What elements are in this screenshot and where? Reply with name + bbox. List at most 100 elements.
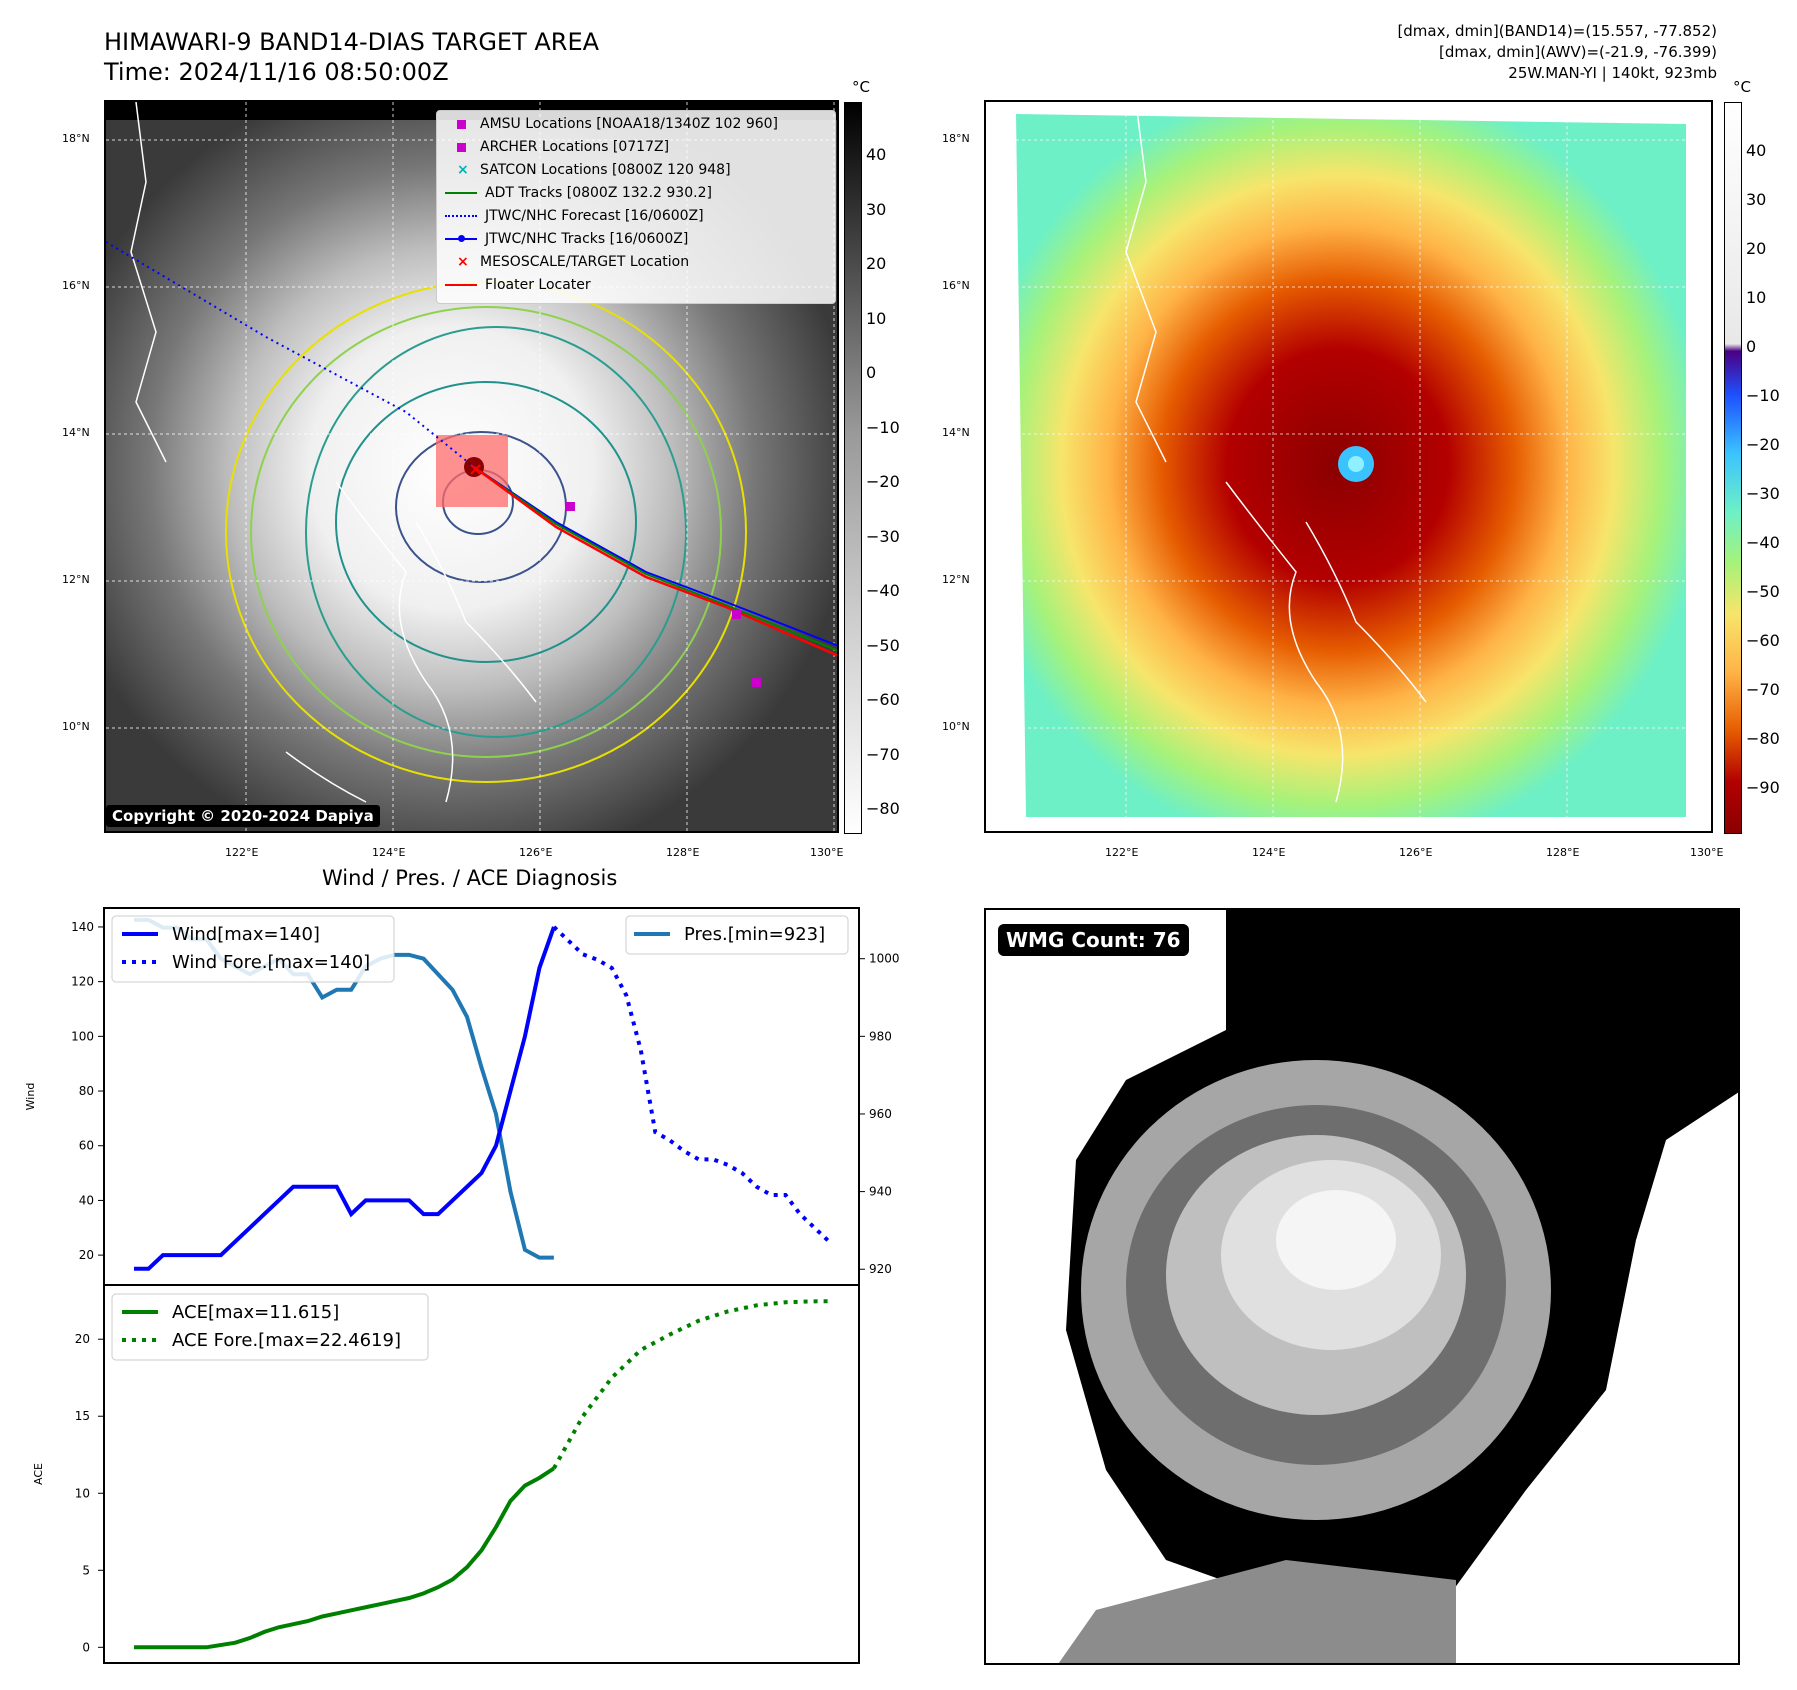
ace-axis-label: ACE	[32, 1463, 45, 1485]
colorbar-unit: °C	[1733, 78, 1751, 96]
colorbar-tick-label: 30	[866, 199, 887, 219]
ace-legend	[111, 1293, 429, 1361]
colorbar-tick-label: −60	[1746, 631, 1780, 650]
colorbar-tick-label: 0	[1746, 337, 1757, 356]
wind-tick-label: 80	[79, 1084, 94, 1098]
diagnosis-title: Wind / Pres. / ACE Diagnosis	[322, 866, 618, 890]
lat-label: 12°N	[942, 573, 970, 586]
diagnosis-chart: 20 40 60 80 100 120 140 920 940 960 980 1000 0 5 10 15 2…	[24, 907, 900, 1664]
legend-item: ADT Tracks [0800Z 132.2 930.2]	[437, 182, 712, 204]
lon-label: 128°E	[666, 846, 700, 859]
pressure-tick-label: 960	[869, 1107, 892, 1121]
colorbar-tick-label: −90	[1746, 778, 1780, 797]
map-legend: AMSU Locations [NOAA18/1340Z 102 960] AR…	[436, 110, 836, 304]
wind-axis-label: Wind	[24, 1083, 37, 1111]
colorbar-tick-label: −80	[866, 799, 900, 818]
ir-satellite-map: × Copyright © 2020-2024 Dapiya AMSU Loca…	[104, 100, 839, 833]
pressure-tick-label: 1000	[869, 952, 900, 966]
colorbar-tick-label: 20	[866, 254, 887, 273]
colorbar-tick-label: −50	[1746, 582, 1780, 601]
wind-tick-label: 60	[79, 1139, 94, 1153]
legend-item: × SATCON Locations [0800Z 120 948]	[457, 162, 731, 178]
stats-line-1: [dmax, dmin](BAND14)=(15.557, -77.852)	[1397, 22, 1717, 40]
ace-line	[134, 1466, 555, 1650]
ace-tick-label: 20	[75, 1332, 90, 1346]
ace-legend-label: ACE[max=11.615]	[172, 1302, 339, 1323]
legend-item: Floater Locater	[437, 274, 591, 296]
pressure-legend	[625, 915, 849, 955]
time-title: Time: 2024/11/16 08:50:00Z	[104, 58, 449, 86]
lon-label: 126°E	[1399, 846, 1433, 859]
colorbar-tick-label: 40	[866, 145, 887, 164]
lat-label: 16°N	[62, 279, 90, 292]
ace-tick-label: 10	[75, 1486, 90, 1500]
lon-label: 122°E	[1105, 846, 1139, 859]
lon-label: 126°E	[519, 846, 553, 859]
ace-axes-frame	[103, 1284, 860, 1664]
wind-tick-label: 120	[71, 975, 94, 989]
square-marker-icon	[457, 119, 466, 129]
wind-tick-label: 140	[71, 920, 94, 934]
wmg-panel: WMG Count: 76	[984, 908, 1740, 1665]
colorbar-tick-label: 0	[866, 363, 877, 382]
lat-label: 14°N	[942, 426, 970, 439]
colorbar-tick-label: −10	[866, 417, 900, 437]
ace-tick-label: 5	[82, 1563, 90, 1577]
ace-tick-label: 15	[75, 1409, 90, 1423]
wind-tick-label: 100	[71, 1029, 94, 1043]
wind-tick-label: 20	[79, 1248, 94, 1262]
x-marker-icon: ×	[457, 162, 469, 178]
wind-forecast-line	[552, 925, 831, 1243]
colorbar-tick-label: 30	[1746, 190, 1767, 209]
wind-line	[134, 926, 556, 1271]
colorbar-tick-label: −70	[1746, 680, 1780, 699]
wind-legend-label: Wind[max=140]	[172, 924, 320, 945]
main-title: HIMAWARI-9 BAND14-DIAS TARGET AREA	[104, 28, 600, 56]
lon-label: 122°E	[225, 846, 259, 859]
lat-label: 10°N	[62, 720, 90, 733]
lon-label: 124°E	[1252, 846, 1286, 859]
colorbar-tick-label: −20	[1746, 435, 1780, 454]
pressure-tick-label: 940	[869, 1185, 892, 1199]
stats-line-2: [dmax, dmin](AWV)=(-21.9, -76.399)	[1438, 43, 1717, 61]
color-colorbar	[1724, 102, 1742, 834]
colorbar-tick-label: 10	[866, 308, 887, 328]
colorbar-unit: °C	[852, 78, 870, 96]
lon-label: 128°E	[1546, 846, 1580, 859]
dotted-line-icon	[445, 215, 477, 217]
colorbar-tick-label: −40	[866, 581, 900, 600]
legend-item: JTWC/NHC Forecast [16/0600Z]	[437, 205, 704, 227]
colorbar-tick-label: −10	[1746, 386, 1780, 405]
wmg-count-label: WMG Count: 76	[998, 924, 1189, 956]
colorbar-tick-label: −70	[866, 744, 900, 764]
lat-label: 18°N	[62, 132, 90, 145]
dot-line-icon	[445, 235, 477, 242]
colorbar-tick-label: −30	[1746, 484, 1780, 503]
awv-color-map	[984, 100, 1713, 833]
pressure-tick-label: 920	[869, 1262, 892, 1276]
legend-item: JTWC/NHC Tracks [16/0600Z]	[437, 228, 688, 250]
legend-item: AMSU Locations [NOAA18/1340Z 102 960]	[437, 113, 778, 135]
lat-label: 12°N	[62, 573, 90, 586]
lon-label: 130°E	[810, 846, 844, 859]
legend-item: ARCHER Locations [0717Z]	[437, 136, 669, 158]
stats-line-3: 25W.MAN-YI | 140kt, 923mb	[1508, 64, 1717, 82]
colorbar-tick-label: −40	[1746, 533, 1780, 552]
wind-tick-label: 40	[79, 1193, 94, 1207]
colorbar-tick-label: −50	[866, 635, 900, 655]
wmg-image	[1058, 910, 1738, 1663]
wind-legend	[111, 915, 395, 983]
colorbar-tick-label: −30	[866, 526, 900, 546]
ace-fore-legend-label: ACE Fore.[max=22.4619]	[172, 1330, 401, 1351]
ace-tick-label: 0	[82, 1640, 90, 1654]
lat-label: 18°N	[942, 132, 970, 145]
grayscale-colorbar	[844, 102, 862, 834]
lat-label: 14°N	[62, 426, 90, 439]
lon-label: 124°E	[372, 846, 406, 859]
lon-label: 130°E	[1690, 846, 1724, 859]
svg-text:×: ×	[468, 459, 483, 480]
red-line-icon	[445, 284, 477, 286]
colorbar-tick-label: −60	[866, 690, 900, 709]
red-x-icon: ×	[457, 254, 469, 270]
wind-fore-legend-label: Wind Fore.[max=140]	[172, 952, 370, 973]
